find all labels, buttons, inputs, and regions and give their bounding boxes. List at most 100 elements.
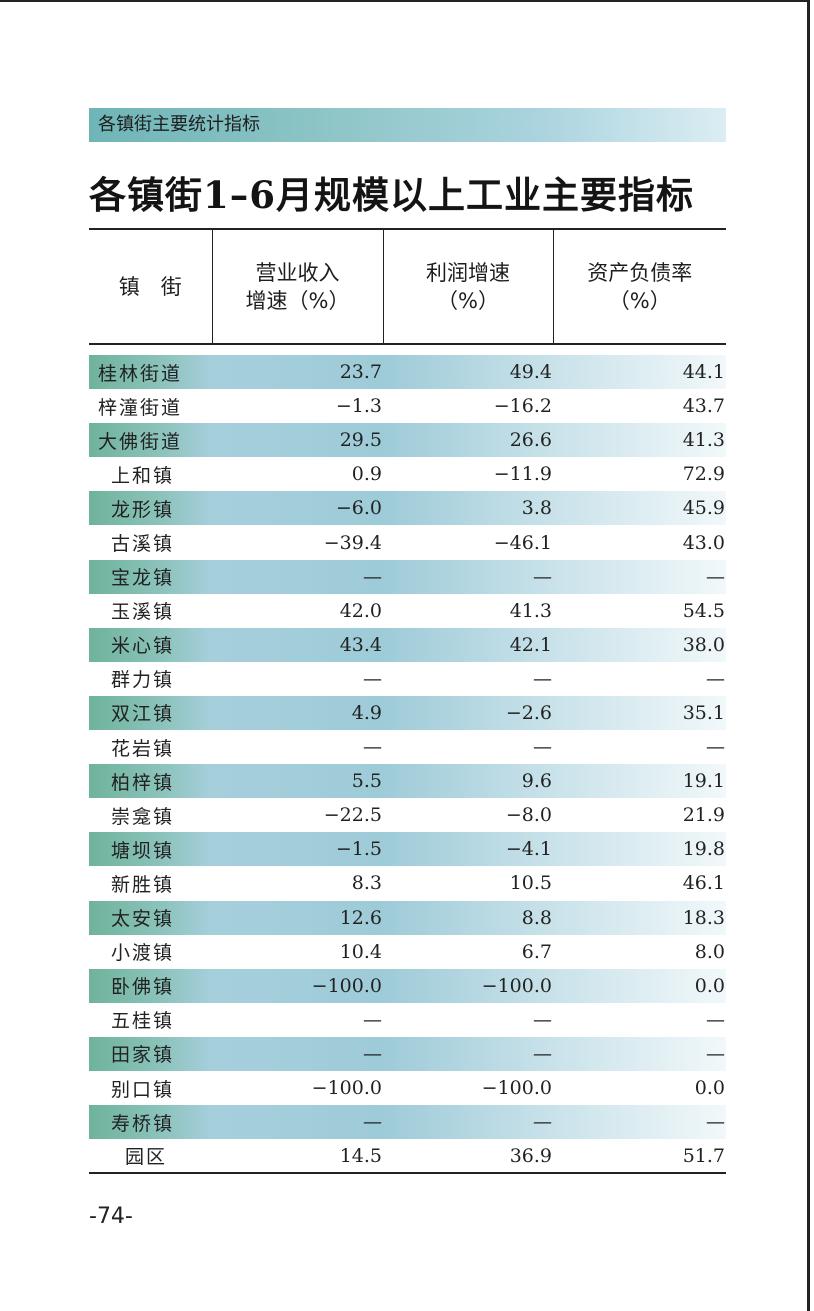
revenue-growth-cell: 42.0 — [339, 599, 382, 622]
section-banner: 各镇街主要统计指标 — [89, 108, 726, 142]
column-header-town: 镇 街 — [89, 228, 212, 345]
table-row: 古溪镇 −39.4 −46.1 43.0 — [89, 525, 726, 559]
town-name-cell: 田家镇 — [89, 1036, 212, 1071]
revenue-growth-cell: 14.5 — [212, 1139, 383, 1175]
page-title: 各镇街1–6月规模以上工业主要指标 — [89, 173, 694, 217]
profit-growth-cell: — — [383, 1036, 553, 1071]
debt-ratio-cell: — — [706, 1008, 725, 1031]
profit-growth-cell: 36.9 — [383, 1139, 553, 1175]
table-spacer-row — [89, 344, 726, 355]
column-header-line: 利润增速 — [426, 260, 510, 285]
profit-growth-cell: — — [533, 667, 552, 690]
revenue-growth-cell: — — [363, 667, 382, 690]
debt-ratio-cell: 35.1 — [553, 695, 726, 731]
revenue-growth-cell: 5.5 — [212, 764, 383, 799]
revenue-growth-cell: 8.3 — [351, 872, 382, 895]
debt-ratio-cell: — — [553, 1105, 726, 1140]
town-name-cell: 太安镇 — [89, 900, 212, 935]
revenue-growth-cell: −1.3 — [335, 395, 382, 418]
revenue-growth-cell: −100.0 — [212, 968, 383, 1003]
town-name-cell: 群力镇 — [111, 669, 175, 692]
debt-ratio-cell: 8.0 — [694, 940, 725, 963]
table-row: 五桂镇 — — — — [89, 1003, 726, 1037]
table-row: 双江镇 4.9 −2.6 35.1 — [89, 695, 726, 731]
column-header-debt-ratio: 资产负债率 （%） — [552, 228, 726, 345]
profit-growth-cell: — — [383, 1105, 553, 1140]
profit-growth-cell: 6.7 — [521, 940, 552, 963]
profit-growth-cell: — — [383, 559, 553, 594]
table-row: 玉溪镇 42.0 41.3 54.5 — [89, 594, 726, 628]
town-name-cell: 大佛街道 — [89, 423, 212, 458]
column-header-profit-growth: 利润增速 （%） — [382, 228, 553, 345]
table-row: 园区 14.5 36.9 51.7 — [89, 1139, 726, 1175]
profit-growth-cell: −8.0 — [505, 804, 552, 827]
town-name-cell: 园区 — [89, 1139, 212, 1175]
profit-growth-cell: −11.9 — [493, 463, 552, 486]
table-row: 柏梓镇 5.5 9.6 19.1 — [89, 764, 726, 799]
table-row: 桂林街道 23.7 49.4 44.1 — [89, 355, 726, 390]
debt-ratio-cell: 51.7 — [553, 1139, 726, 1175]
town-name-cell: 玉溪镇 — [111, 601, 175, 624]
debt-ratio-cell: 43.7 — [682, 395, 725, 418]
debt-ratio-cell: 43.0 — [682, 531, 725, 554]
town-name-cell: 塘坝镇 — [89, 832, 212, 867]
profit-growth-cell: 41.3 — [509, 599, 552, 622]
profit-growth-cell: 26.6 — [383, 423, 553, 458]
town-name-cell: 别口镇 — [111, 1078, 175, 1101]
debt-ratio-cell: 45.9 — [553, 491, 726, 526]
town-name-cell: 卧佛镇 — [89, 968, 212, 1003]
revenue-growth-cell: −1.5 — [212, 832, 383, 867]
profit-growth-cell: −16.2 — [493, 395, 552, 418]
town-name-cell: 古溪镇 — [111, 533, 175, 556]
town-name-cell: 柏梓镇 — [89, 764, 212, 799]
column-header-line: 镇 街 — [118, 274, 182, 299]
revenue-growth-cell: −39.4 — [323, 531, 382, 554]
town-name-cell: 双江镇 — [89, 695, 212, 731]
profit-growth-cell: −4.1 — [383, 832, 553, 867]
debt-ratio-cell: — — [706, 736, 725, 759]
table-row: 别口镇 −100.0 −100.0 0.0 — [89, 1071, 726, 1105]
profit-growth-cell: — — [533, 736, 552, 759]
revenue-growth-cell: −100.0 — [311, 1077, 382, 1100]
table-row: 花岩镇 — — — — [89, 730, 726, 764]
debt-ratio-cell: — — [553, 559, 726, 594]
table-row: 卧佛镇 −100.0 −100.0 0.0 — [89, 968, 726, 1003]
revenue-growth-cell: 29.5 — [212, 423, 383, 458]
town-name-cell: 花岩镇 — [111, 737, 175, 760]
debt-ratio-cell: 44.1 — [553, 355, 726, 390]
debt-ratio-cell: 72.9 — [682, 463, 725, 486]
town-name-cell: 寿桥镇 — [89, 1105, 212, 1140]
table-header-row: 镇 街 营业收入 增速（%） 利润增速 （%） 资产负债率 （%） — [89, 228, 726, 345]
table-row: 群力镇 — — — — [89, 662, 726, 696]
revenue-growth-cell: 23.7 — [212, 355, 383, 390]
town-name-cell: 五桂镇 — [111, 1010, 175, 1033]
profit-growth-cell: −100.0 — [481, 1077, 552, 1100]
table-row: 崇龛镇 −22.5 −8.0 21.9 — [89, 798, 726, 832]
revenue-growth-cell: 43.4 — [212, 627, 383, 662]
profit-growth-cell: 8.8 — [383, 900, 553, 935]
town-name-cell: 小渡镇 — [111, 942, 175, 965]
table-row: 大佛街道 29.5 26.6 41.3 — [89, 423, 726, 458]
profit-growth-cell: 10.5 — [509, 872, 552, 895]
town-name-cell: 梓潼街道 — [98, 396, 183, 419]
debt-ratio-cell: 38.0 — [553, 627, 726, 662]
revenue-growth-cell: −22.5 — [323, 804, 382, 827]
spacer-cell — [89, 344, 726, 355]
revenue-growth-cell: — — [363, 736, 382, 759]
town-name-cell: 米心镇 — [89, 627, 212, 662]
table-row: 太安镇 12.6 8.8 18.3 — [89, 900, 726, 935]
page-number: -74- — [89, 1204, 133, 1229]
town-name-cell: 新胜镇 — [111, 873, 175, 896]
debt-ratio-cell: — — [706, 667, 725, 690]
debt-ratio-cell: 21.9 — [682, 804, 725, 827]
debt-ratio-cell: 41.3 — [553, 423, 726, 458]
debt-ratio-cell: 0.0 — [694, 1077, 725, 1100]
profit-growth-cell: — — [533, 1008, 552, 1031]
table-row: 龙形镇 −6.0 3.8 45.9 — [89, 491, 726, 526]
column-header-line: 增速（%） — [245, 288, 350, 313]
table-row: 新胜镇 8.3 10.5 46.1 — [89, 866, 726, 900]
town-name-cell: 桂林街道 — [89, 355, 212, 390]
revenue-growth-cell: 4.9 — [212, 695, 383, 731]
table-row: 田家镇 — — — — [89, 1036, 726, 1071]
